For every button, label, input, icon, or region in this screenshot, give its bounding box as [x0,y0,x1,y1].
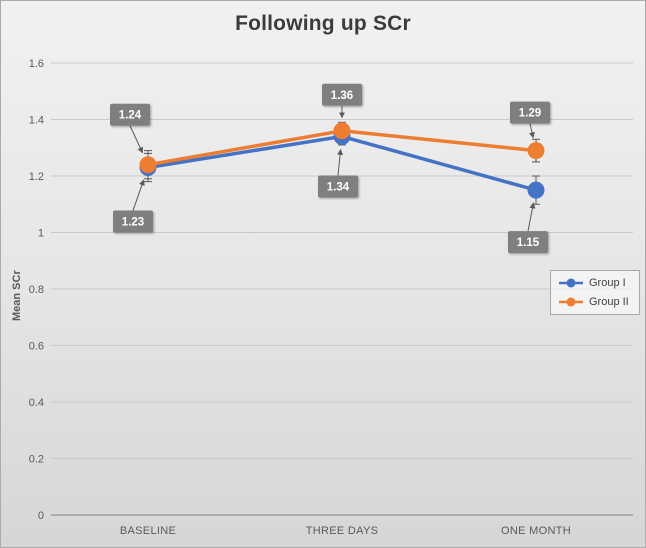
legend-label-group-ii: Group II [589,296,629,308]
data-label-callout [113,210,153,233]
data-label-text: 1.15 [517,237,540,249]
legend-item-group-ii[interactable]: Group II [558,296,632,308]
y-tick-label: 0.6 [29,341,44,353]
legend[interactable]: Group I Group II [550,270,640,315]
y-tick-label: 0 [38,510,44,522]
y-tick-label: 1.2 [29,171,44,183]
data-label-callout [322,83,362,106]
data-point-marker [527,142,545,160]
y-tick-label: 1.6 [29,58,44,70]
legend-line-marker-icon [559,278,583,288]
data-label-text: 1.36 [331,90,353,102]
data-point-marker [527,181,545,199]
y-axis-title: Mean SCr [11,270,23,321]
y-tick-label: 1 [38,228,44,240]
data-label-callout [318,175,358,198]
callout-arrow [527,202,536,232]
data-label-callout [508,231,548,254]
chart-title: Following up SCr [235,12,411,35]
y-tick-label: 0.8 [29,284,44,296]
callout-arrow [132,179,145,211]
callout-arrow [529,123,535,139]
data-label-text: 1.23 [122,217,144,229]
legend-label-group-i: Group I [589,277,626,289]
data-label-callout [110,103,150,126]
data-label-callout [510,101,550,124]
data-point-marker [139,156,157,174]
x-category-label: BASELINE [120,525,176,537]
y-tick-label: 0.4 [29,397,44,409]
data-label-text: 1.29 [519,108,541,120]
y-tick-label: 1.4 [29,115,44,127]
data-point-marker [333,122,351,140]
callout-arrow [129,125,144,154]
legend-item-group-i[interactable]: Group I [558,277,632,289]
y-tick-label: 0.2 [29,454,44,466]
data-label-text: 1.34 [327,181,350,193]
data-label-text: 1.24 [119,110,142,122]
callout-arrow [337,148,344,176]
x-category-label: THREE DAYS [306,525,378,537]
x-category-label: ONE MONTH [501,525,571,537]
legend-line-marker-icon [559,297,583,307]
